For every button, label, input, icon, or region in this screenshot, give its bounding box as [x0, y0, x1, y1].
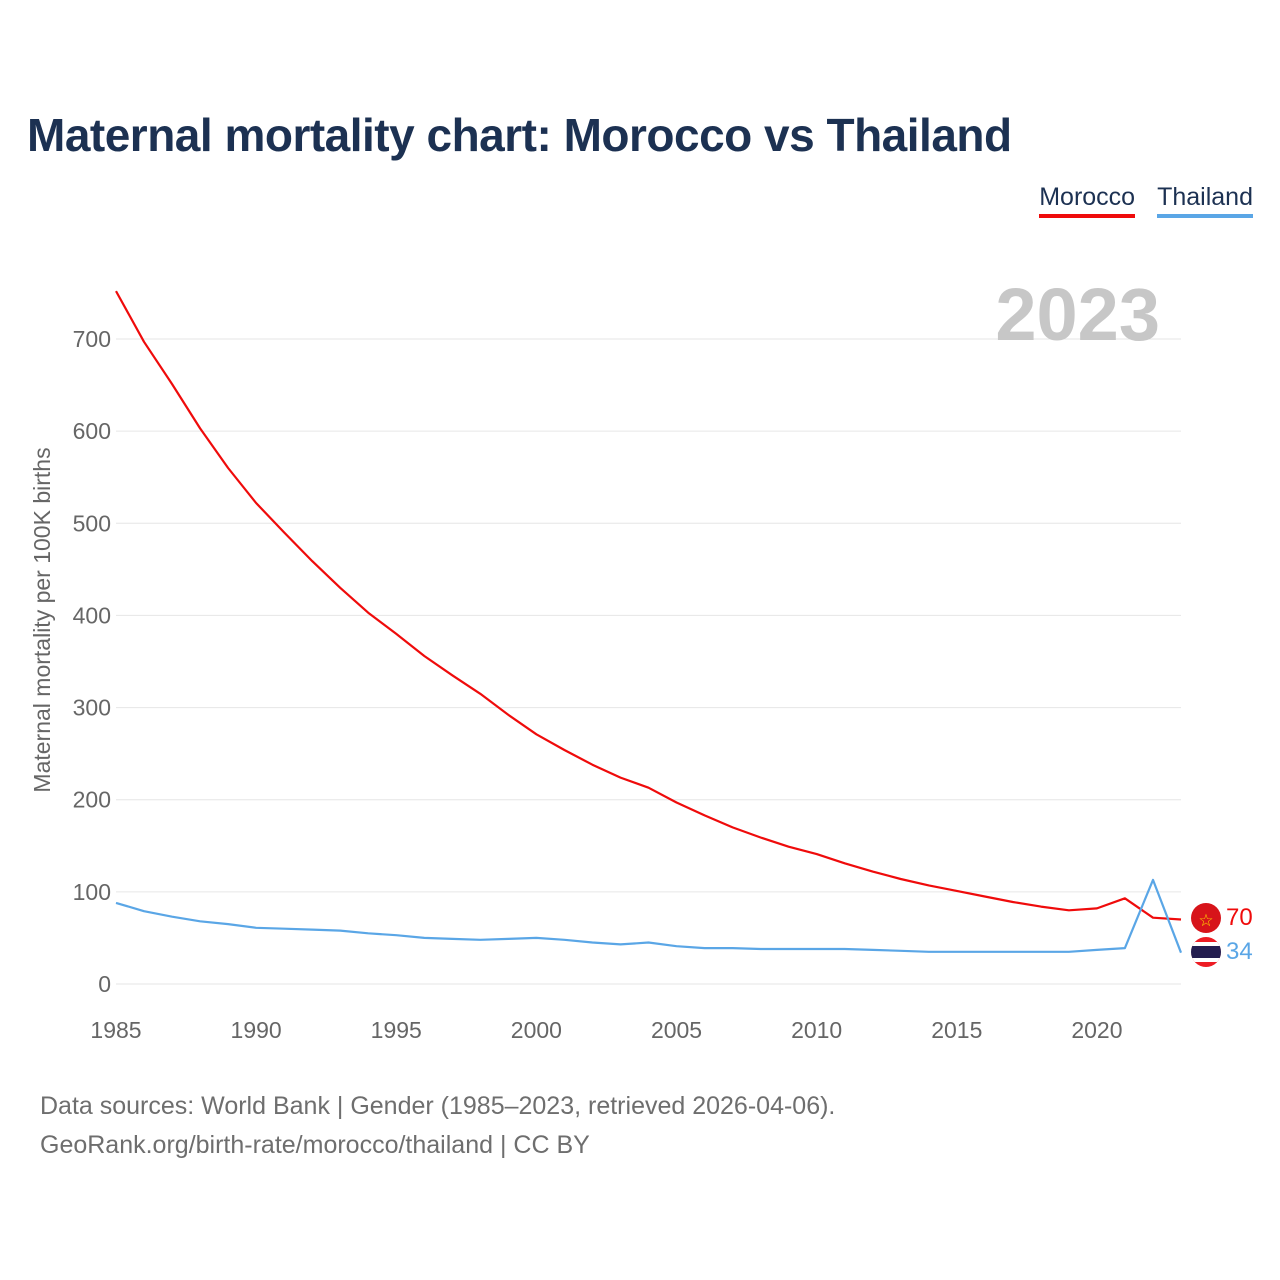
y-axis-label: Maternal mortality per 100K births	[29, 447, 55, 792]
y-tick-label: 600	[73, 418, 111, 444]
data-source-text: Data sources: World Bank | Gender (1985–…	[40, 1092, 836, 1120]
thailand-flag-icon	[1191, 937, 1221, 967]
x-tick-label: 1985	[90, 1017, 141, 1043]
x-tick-label: 2000	[511, 1017, 562, 1043]
y-tick-label: 0	[98, 971, 111, 997]
legend: Morocco Thailand	[1039, 183, 1253, 218]
footer: Data sources: World Bank | Gender (1985–…	[40, 1087, 835, 1165]
x-tick-label: 2020	[1071, 1017, 1122, 1043]
morocco-flag-icon: ☆	[1191, 903, 1221, 933]
end-markers: ☆ 70 34	[1191, 903, 1253, 967]
chart-title: Maternal mortality chart: Morocco vs Tha…	[27, 109, 1012, 161]
x-tick-label: 2015	[931, 1017, 982, 1043]
y-axis-ticks: 0 100 200 300 400 500 600 700	[73, 326, 111, 997]
svg-text:☆: ☆	[1198, 911, 1213, 931]
x-tick-label: 1995	[371, 1017, 422, 1043]
series-line-thailand	[115, 878, 1183, 954]
y-tick-label: 300	[73, 695, 111, 721]
series-line-morocco	[115, 290, 1182, 921]
year-watermark: 2023	[995, 273, 1160, 356]
y-tick-label: 200	[73, 787, 111, 813]
legend-item-morocco[interactable]: Morocco	[1039, 183, 1136, 218]
gridlines	[116, 338, 1181, 985]
y-tick-label: 400	[73, 602, 111, 628]
y-tick-label: 700	[73, 326, 111, 352]
series-lines	[115, 290, 1183, 954]
legend-item-thailand[interactable]: Thailand	[1157, 183, 1253, 218]
y-tick-label: 500	[73, 510, 111, 536]
x-tick-label: 1990	[231, 1017, 282, 1043]
end-label-morocco: 70	[1226, 904, 1253, 931]
x-tick-label: 2010	[791, 1017, 842, 1043]
attribution-text: GeoRank.org/birth-rate/morocco/thailand …	[40, 1131, 590, 1159]
end-label-thailand: 34	[1226, 938, 1253, 965]
x-tick-label: 2005	[651, 1017, 702, 1043]
x-axis-ticks: 1985 1990 1995 2000 2005 2010 2015 2020	[90, 1017, 1122, 1043]
y-tick-label: 100	[73, 879, 111, 905]
